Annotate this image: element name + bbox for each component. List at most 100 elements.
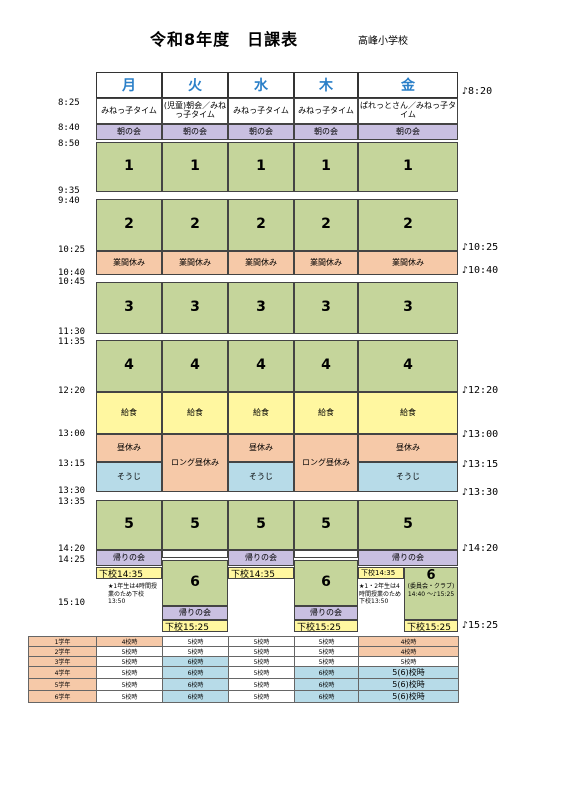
summary-cell: 5校時 xyxy=(228,678,295,691)
period-3: 3 xyxy=(162,282,228,334)
period-1: 1 xyxy=(228,142,294,192)
morning-activity: ぱれっとさん／みねっ子タイム xyxy=(358,98,458,124)
dismissal-time: 下校15:25 xyxy=(404,620,458,633)
grade-label: 4学年 xyxy=(28,666,97,679)
chime-time: ♪10:40 xyxy=(462,265,499,276)
period-6: 6 xyxy=(294,560,358,606)
morning-meeting: 朝の会 xyxy=(162,124,228,140)
closing-meeting: 帰りの会 xyxy=(162,606,228,620)
period-4: 4 xyxy=(162,340,228,392)
summary-cell: 6校時 xyxy=(162,666,229,679)
dismissal-time: 下校14:35 xyxy=(228,567,294,580)
time-label: 9:40 xyxy=(58,196,80,206)
lunch: 給食 xyxy=(358,392,458,434)
gap xyxy=(162,550,228,558)
time-label: 14:25 xyxy=(58,555,86,565)
time-label: 13:35 xyxy=(58,497,86,507)
period-5: 5 xyxy=(96,500,162,550)
period-5: 5 xyxy=(162,500,228,550)
time-label: 12:20 xyxy=(58,386,86,396)
summary-cell: 6校時 xyxy=(294,666,359,679)
day-header-thu: 木 xyxy=(294,72,358,98)
summary-cell: 5(6)校時 xyxy=(358,666,459,679)
summary-cell: 6校時 xyxy=(294,678,359,691)
grade-label: 6学年 xyxy=(28,690,97,703)
time-label: 8:25 xyxy=(58,98,80,108)
period-6-club: 6 (委員会・クラブ) 14:40 ～♪15:25 xyxy=(404,567,458,620)
summary-cell: 5校時 xyxy=(96,666,163,679)
grade-label: 5学年 xyxy=(28,678,97,691)
morning-meeting: 朝の会 xyxy=(228,124,294,140)
period-1: 1 xyxy=(294,142,358,192)
closing-meeting: 帰りの会 xyxy=(358,550,458,566)
summary-cell: 6校時 xyxy=(294,690,359,703)
morning-meeting: 朝の会 xyxy=(294,124,358,140)
lunch: 給食 xyxy=(228,392,294,434)
page-title: 令和8年度 日課表 xyxy=(150,30,299,49)
club-label: (委員会・クラブ) xyxy=(407,583,455,590)
period-6-number: 6 xyxy=(426,568,436,583)
period-4: 4 xyxy=(96,340,162,392)
summary-cell: 5校時 xyxy=(294,656,359,667)
period-1: 1 xyxy=(162,142,228,192)
recess: 業間休み xyxy=(96,251,162,275)
period-2: 2 xyxy=(96,199,162,251)
day-header-wed: 水 xyxy=(228,72,294,98)
grade-label: 3学年 xyxy=(28,656,97,667)
grade-label: 2学年 xyxy=(28,646,97,657)
summary-cell: 5校時 xyxy=(228,666,295,679)
lunch-recess: 昼休み xyxy=(358,434,458,462)
summary-cell: 5校時 xyxy=(162,636,229,647)
lunch: 給食 xyxy=(294,392,358,434)
summary-cell: 6校時 xyxy=(162,678,229,691)
dismissal-time: 下校15:25 xyxy=(162,620,228,633)
summary-cell: 5校時 xyxy=(96,656,163,667)
school-name: 高峰小学校 xyxy=(358,36,408,47)
summary-cell: 4校時 xyxy=(358,636,459,647)
period-2: 2 xyxy=(162,199,228,251)
dismissal-time: 下校15:25 xyxy=(294,620,358,633)
summary-cell: 5校時 xyxy=(358,656,459,667)
long-lunch-recess: ロング昼休み xyxy=(294,434,358,492)
summary-cell: 4校時 xyxy=(358,646,459,657)
time-label: 13:00 xyxy=(58,429,86,439)
period-1: 1 xyxy=(96,142,162,192)
period-1: 1 xyxy=(358,142,458,192)
morning-activity: みねっ子タイム xyxy=(96,98,162,124)
summary-cell: 5校時 xyxy=(294,646,359,657)
time-label: 15:10 xyxy=(58,598,86,608)
period-6: 6 xyxy=(162,560,228,606)
closing-meeting: 帰りの会 xyxy=(96,550,162,566)
summary-cell: 6校時 xyxy=(162,656,229,667)
lunch-recess: 昼休み xyxy=(96,434,162,462)
period-3: 3 xyxy=(294,282,358,334)
time-label: 10:25 xyxy=(58,245,86,255)
chime-time: ♪14:20 xyxy=(462,543,499,554)
summary-cell: 4校時 xyxy=(96,636,163,647)
cleaning: そうじ xyxy=(96,462,162,492)
period-2: 2 xyxy=(294,199,358,251)
time-label: 13:15 xyxy=(58,459,86,469)
cleaning: そうじ xyxy=(358,462,458,492)
period-5: 5 xyxy=(358,500,458,550)
time-label: 13:30 xyxy=(58,486,86,496)
recess: 業間休み xyxy=(228,251,294,275)
time-label: 10:40 xyxy=(58,268,86,278)
time-label: 9:35 xyxy=(58,186,80,196)
morning-meeting: 朝の会 xyxy=(96,124,162,140)
time-label: 11:35 xyxy=(58,337,86,347)
period-4: 4 xyxy=(358,340,458,392)
chime-time: ♪12:20 xyxy=(462,385,499,396)
recess: 業間休み xyxy=(294,251,358,275)
summary-cell: 5校時 xyxy=(228,646,295,657)
summary-cell: 5校時 xyxy=(228,690,295,703)
period-5: 5 xyxy=(228,500,294,550)
summary-cell: 5校時 xyxy=(294,636,359,647)
grade-label: 1学年 xyxy=(28,636,97,647)
time-label: 14:20 xyxy=(58,544,86,554)
lunch: 給食 xyxy=(96,392,162,434)
dismissal-time: 下校14:35 xyxy=(358,567,404,579)
chime-time: ♪13:15 xyxy=(462,459,499,470)
long-lunch-recess: ロング昼休み xyxy=(162,434,228,492)
time-label: 8:50 xyxy=(58,139,80,149)
